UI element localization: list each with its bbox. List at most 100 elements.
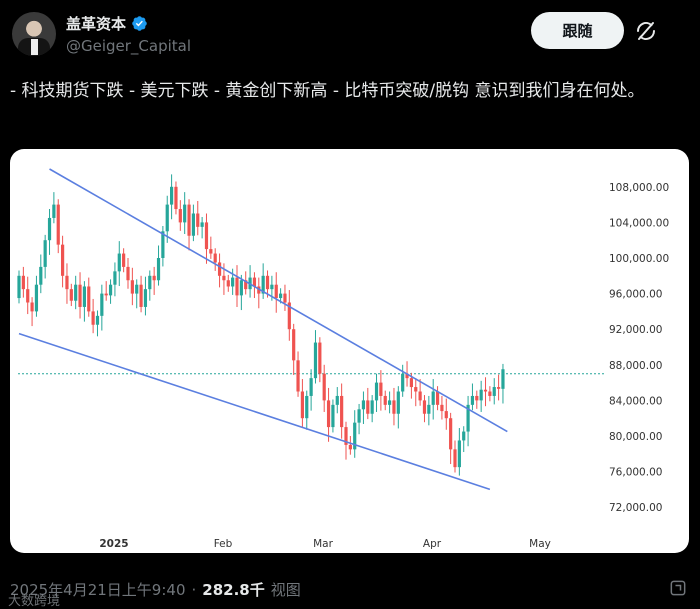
candle-body (257, 286, 261, 294)
candle-body (396, 391, 400, 414)
x-tick-label: Feb (214, 538, 233, 550)
candle-body (126, 266, 130, 281)
candle-body (409, 378, 413, 388)
chart-y-axis: 108,000.00 104,000.00 100,000.00 96,000.00 9… (609, 182, 669, 514)
candle-body (296, 360, 300, 392)
candle-body (178, 209, 182, 223)
candle-body (191, 213, 195, 236)
candle-body (309, 378, 313, 396)
follow-button[interactable]: 跟随 (531, 12, 624, 49)
candle-body (379, 382, 383, 396)
candle-body (196, 213, 200, 227)
candle-body (152, 275, 156, 281)
candle-body (457, 440, 461, 468)
avatar-shirt (31, 39, 38, 55)
candle-body (235, 277, 239, 296)
y-tick-label: 88,000.00 (609, 360, 662, 372)
candle-body (143, 289, 148, 307)
candle-body (431, 391, 435, 405)
candle-body (39, 266, 43, 285)
candle-body (492, 387, 496, 396)
bitcoin-price-chart: 108,000.00 104,000.00 100,000.00 96,000.00 9… (17, 168, 669, 550)
candle-body (361, 400, 366, 410)
candle-body (470, 395, 475, 405)
author-name[interactable]: 盖革资本 (66, 15, 127, 33)
trendline-lower (18, 332, 491, 491)
candle-body (217, 262, 222, 276)
candle-body (344, 427, 348, 445)
trendline-upper (49, 168, 508, 433)
candle-body (244, 280, 248, 290)
candle-body (231, 277, 235, 287)
x-tick-label: May (529, 538, 551, 550)
y-tick-label: 104,000.00 (609, 217, 669, 229)
candle-body (161, 231, 165, 258)
author-name-row: 盖革资本 (66, 13, 148, 34)
candle-body (61, 244, 65, 276)
candle-body (292, 329, 296, 361)
candle-body (174, 186, 178, 210)
candle-body (287, 302, 291, 330)
candle-body (213, 253, 217, 263)
tweet-timestamp[interactable]: 2025年4月21日上午9:40 (10, 581, 186, 599)
candle-body (488, 391, 492, 396)
candle-body (34, 284, 39, 312)
tweet-meta: 2025年4月21日上午9:40 · 282.8千 视图 (10, 579, 301, 600)
author-handle[interactable]: @Geiger_Capital (66, 37, 192, 55)
candle-body (265, 275, 270, 290)
candle-body (17, 275, 21, 299)
y-tick-label: 72,000.00 (609, 502, 662, 514)
meta-separator: · (191, 580, 197, 599)
chart-candles (17, 174, 505, 476)
candle-body (82, 286, 86, 307)
candle-body (392, 400, 396, 414)
candle-body (122, 253, 126, 267)
grok-icon[interactable] (634, 19, 658, 43)
candle-body (497, 387, 501, 389)
candle-body (279, 293, 283, 299)
candle-body (148, 275, 152, 290)
verified-badge-icon (132, 16, 147, 31)
candle-body (401, 373, 405, 392)
candle-body (65, 275, 69, 290)
candle-body (117, 253, 121, 272)
tweet-media-chart[interactable]: 108,000.00 104,000.00 100,000.00 96,000.00 9… (10, 149, 689, 553)
candle-body (139, 284, 143, 307)
views-label: 视图 (270, 581, 301, 599)
tweet-text: - 科技期货下跌 - 美元下跌 - 黄金创下新高 - 比特币突破/脱钩 意识到我… (10, 81, 645, 101)
candle-body (108, 284, 113, 296)
candle-body (74, 284, 78, 301)
candle-body (427, 404, 431, 414)
candle-body (440, 404, 444, 412)
candle-body (261, 275, 265, 294)
candle-body (331, 404, 335, 428)
candle-body (449, 418, 453, 450)
y-tick-label: 76,000.00 (609, 467, 662, 479)
views-count: 282.8千 (202, 581, 265, 599)
candle-body (414, 387, 418, 392)
candle-body (405, 373, 409, 379)
author-avatar[interactable] (12, 12, 56, 56)
y-tick-label: 100,000.00 (609, 253, 669, 265)
share-icon[interactable] (668, 578, 688, 598)
candle-body (435, 391, 440, 405)
candle-body (483, 389, 488, 392)
candle-body (209, 249, 213, 254)
candle-body (222, 275, 226, 281)
candle-body (444, 411, 448, 419)
candle-body (91, 311, 95, 325)
candle-body (335, 395, 339, 405)
chart-x-axis: 2025 Feb Mar Apr May (99, 538, 550, 550)
candle-body (300, 391, 304, 419)
candle-body (422, 400, 427, 414)
x-tick-label: 2025 (99, 538, 128, 550)
candle-body (366, 400, 370, 414)
candle-body (113, 271, 117, 285)
candle-body (43, 240, 47, 267)
candle-body (200, 222, 204, 227)
candle-body (183, 204, 187, 223)
y-tick-label: 84,000.00 (609, 395, 662, 407)
candle-body (340, 395, 344, 428)
candle-body (47, 217, 52, 241)
y-tick-label: 92,000.00 (609, 324, 662, 336)
